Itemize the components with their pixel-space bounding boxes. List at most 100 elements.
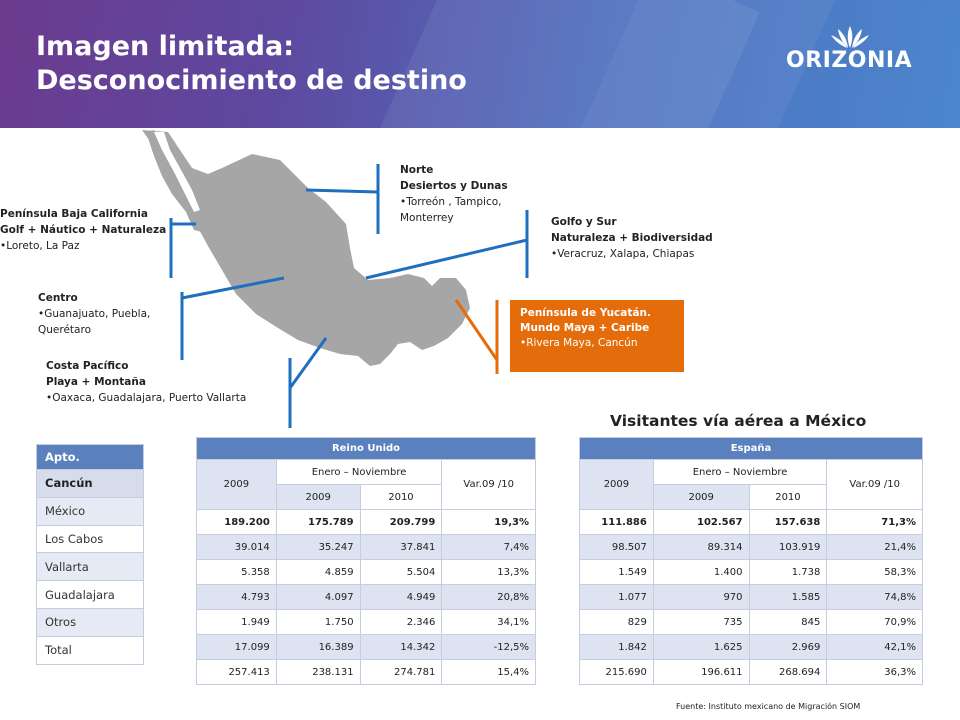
table-row: 257.413 238.131 274.781 15,4%	[196, 659, 536, 685]
region-baja: Península Baja California Golf + Náutico…	[0, 206, 166, 254]
table-cell: 4.793	[196, 584, 277, 610]
table-cell: 5.358	[196, 559, 277, 585]
visitors-title: Visitantes vía aérea a México	[610, 412, 867, 430]
airport-row: México	[36, 496, 144, 526]
table-cell: 829	[579, 609, 654, 635]
table-cell: 268.694	[748, 659, 828, 685]
table-cell: 196.611	[652, 659, 750, 685]
region-pacifico-title: Costa Pacífico	[46, 360, 129, 372]
table-row: 829 735 845 70,9%	[579, 609, 923, 635]
table-row: 189.200 175.789 209.799 19,3%	[196, 509, 536, 535]
table-cell: 1.842	[579, 634, 654, 660]
table-row: 1.549 1.400 1.738 58,3%	[579, 559, 923, 585]
table-cell: 1.738	[748, 559, 828, 585]
spain-table: España 2009 Enero – Noviembre Var.09 /10…	[579, 437, 923, 685]
uk-period-header: Enero – Noviembre	[275, 459, 443, 485]
table-cell: 70,9%	[826, 609, 923, 635]
airport-table: Apto. Cancún México Los Cabos Vallarta G…	[36, 444, 144, 665]
table-cell: 39.014	[196, 534, 277, 560]
table-cell: -12,5%	[441, 634, 536, 660]
table-cell: 157.638	[748, 509, 828, 535]
table-cell: 36,3%	[826, 659, 923, 685]
table-cell: 14.342	[359, 634, 443, 660]
table-cell: 735	[652, 609, 750, 635]
region-norte-cities: •Torreón , Tampico,	[400, 196, 502, 208]
airport-row: Otros	[36, 607, 144, 637]
orizonia-logo: ORIZONIA	[786, 26, 916, 76]
table-cell: 209.799	[359, 509, 443, 535]
region-yucatan-cities: •Rivera Maya, Cancún	[520, 337, 638, 349]
table-row: 111.886 102.567 157.638 71,3%	[579, 509, 923, 535]
region-norte-cities-2: Monterrey	[400, 212, 454, 224]
region-pacifico-subtitle: Playa + Montaña	[46, 376, 146, 388]
table-cell: 1.750	[275, 609, 361, 635]
table-row: 4.793 4.097 4.949 20,8%	[196, 584, 536, 610]
table-cell: 13,3%	[441, 559, 536, 585]
table-cell: 71,3%	[826, 509, 923, 535]
region-centro-title: Centro	[38, 292, 78, 304]
table-cell: 4.859	[275, 559, 361, 585]
table-row: 1.077 970 1.585 74,8%	[579, 584, 923, 610]
region-baja-subtitle: Golf + Náutico + Naturaleza	[0, 224, 167, 236]
es-period-header: Enero – Noviembre	[652, 459, 828, 485]
table-cell: 238.131	[275, 659, 361, 685]
table-cell: 189.200	[196, 509, 277, 535]
region-norte: Norte Desiertos y Dunas •Torreón , Tampi…	[400, 162, 508, 226]
es-sub-2010: 2010	[748, 484, 828, 510]
table-cell: 58,3%	[826, 559, 923, 585]
table-cell: 35.247	[275, 534, 361, 560]
table-cell: 7,4%	[441, 534, 536, 560]
region-norte-subtitle: Desiertos y Dunas	[400, 180, 508, 192]
table-row: 1.842 1.625 2.969 42,1%	[579, 634, 923, 660]
table-cell: 74,8%	[826, 584, 923, 610]
airport-row: Total	[36, 635, 144, 665]
region-centro: Centro •Guanajuato, Puebla, Querétaro	[38, 290, 150, 338]
table-cell: 15,4%	[441, 659, 536, 685]
table-cell: 98.507	[579, 534, 654, 560]
table-cell: 1.949	[196, 609, 277, 635]
table-cell: 175.789	[275, 509, 361, 535]
source-note: Fuente: Instituto mexicano de Migración …	[676, 702, 861, 711]
logo-leaf-icon	[831, 26, 869, 48]
mexico-map	[142, 130, 470, 366]
es-year-header: 2009	[579, 459, 654, 510]
table-row: 1.949 1.750 2.346 34,1%	[196, 609, 536, 635]
table-row: 5.358 4.859 5.504 13,3%	[196, 559, 536, 585]
title-line-2: Desconocimiento de destino	[36, 65, 467, 96]
table-cell: 17.099	[196, 634, 277, 660]
region-norte-title: Norte	[400, 164, 434, 176]
table-cell: 37.841	[359, 534, 443, 560]
table-cell: 257.413	[196, 659, 277, 685]
table-cell: 5.504	[359, 559, 443, 585]
region-golfo-subtitle: Naturaleza + Biodiversidad	[551, 232, 713, 244]
table-cell: 16.389	[275, 634, 361, 660]
table-row: 17.099 16.389 14.342 -12,5%	[196, 634, 536, 660]
table-cell: 970	[652, 584, 750, 610]
es-var-header: Var.09 /10	[826, 459, 923, 510]
uk-var-header: Var.09 /10	[441, 459, 536, 510]
uk-table: Reino Unido 2009 Enero – Noviembre Var.0…	[196, 437, 536, 685]
title-line-1: Imagen limitada:	[36, 31, 295, 62]
uk-sub-2010: 2010	[359, 484, 443, 510]
region-centro-cities-2: Querétaro	[38, 324, 91, 336]
region-yucatan-title: Península de Yucatán.	[520, 307, 651, 319]
table-cell: 1.585	[748, 584, 828, 610]
table-cell: 1.549	[579, 559, 654, 585]
table-row: 98.507 89.314 103.919 21,4%	[579, 534, 923, 560]
table-cell: 19,3%	[441, 509, 536, 535]
table-cell: 89.314	[652, 534, 750, 560]
table-cell: 111.886	[579, 509, 654, 535]
table-cell: 2.346	[359, 609, 443, 635]
table-cell: 34,1%	[441, 609, 536, 635]
airport-row: Vallarta	[36, 552, 144, 582]
leader-lines	[169, 164, 529, 428]
table-cell: 274.781	[359, 659, 443, 685]
airport-header: Apto.	[36, 444, 144, 470]
region-golfo-title: Golfo y Sur	[551, 216, 617, 228]
region-baja-cities: •Loreto, La Paz	[0, 240, 80, 252]
es-sub-2009: 2009	[652, 484, 750, 510]
region-golfo: Golfo y Sur Naturaleza + Biodiversidad •…	[551, 214, 713, 262]
table-cell: 1.400	[652, 559, 750, 585]
table-cell: 1.077	[579, 584, 654, 610]
region-centro-cities: •Guanajuato, Puebla,	[38, 308, 151, 320]
